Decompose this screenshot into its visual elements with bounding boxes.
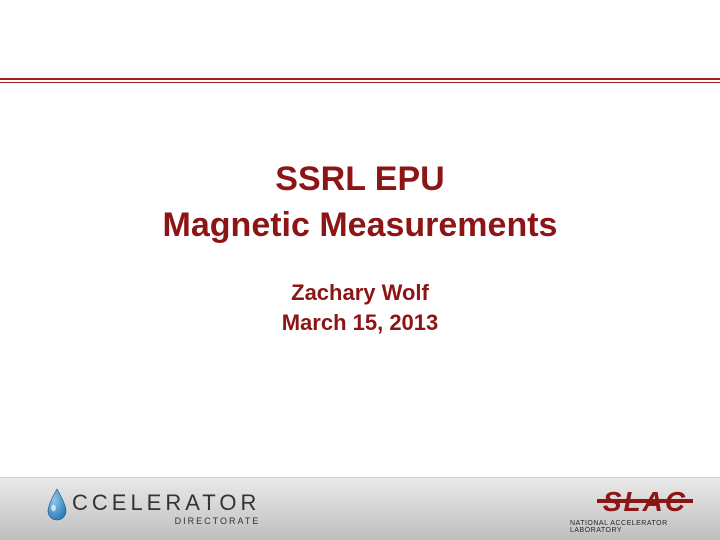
author-name: Zachary Wolf	[0, 278, 720, 308]
accelerator-subtitle: DIRECTORATE	[72, 516, 260, 526]
accelerator-letters: CCELERATOR	[72, 490, 260, 515]
slac-word: SLAC	[603, 486, 687, 518]
title-line-2: Magnetic Measurements	[0, 202, 720, 248]
water-drop-icon	[46, 488, 68, 527]
author-block: Zachary Wolf March 15, 2013	[0, 278, 720, 338]
accelerator-word: CCELERATOR DIRECTORATE	[72, 490, 260, 526]
accelerator-logo: CCELERATOR DIRECTORATE	[46, 488, 260, 527]
header-rule-thin	[0, 82, 720, 83]
slac-stripe	[597, 499, 693, 503]
header-rule-thick	[0, 78, 720, 80]
slac-logo: SLAC NATIONAL ACCELERATOR LABORATORY	[570, 486, 720, 534]
title-line-1: SSRL EPU	[0, 156, 720, 202]
author-date: March 15, 2013	[0, 308, 720, 338]
slac-subtitle: NATIONAL ACCELERATOR LABORATORY	[570, 520, 720, 534]
title-block: SSRL EPU Magnetic Measurements	[0, 156, 720, 248]
